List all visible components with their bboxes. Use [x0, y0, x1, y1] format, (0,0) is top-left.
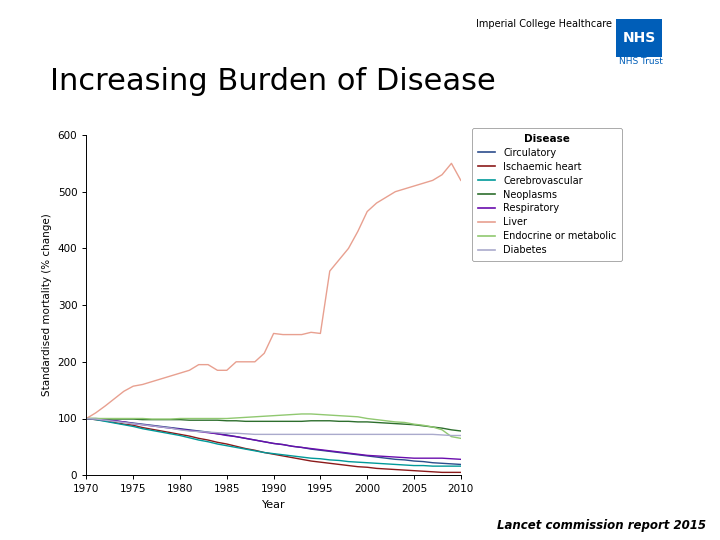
Text: NHS: NHS [622, 31, 656, 45]
X-axis label: Year: Year [262, 500, 285, 510]
Text: Lancet commission report 2015: Lancet commission report 2015 [497, 519, 706, 532]
Y-axis label: Standardised mortality (% change): Standardised mortality (% change) [42, 214, 52, 396]
Text: Increasing Burden of Disease: Increasing Burden of Disease [50, 68, 496, 97]
Text: Imperial College Healthcare: Imperial College Healthcare [476, 19, 612, 29]
Legend: Circulatory, Ischaemic heart, Cerebrovascular, Neoplasms, Respiratory, Liver, En: Circulatory, Ischaemic heart, Cerebrovas… [472, 128, 622, 261]
Text: NHS Trust: NHS Trust [618, 57, 662, 66]
